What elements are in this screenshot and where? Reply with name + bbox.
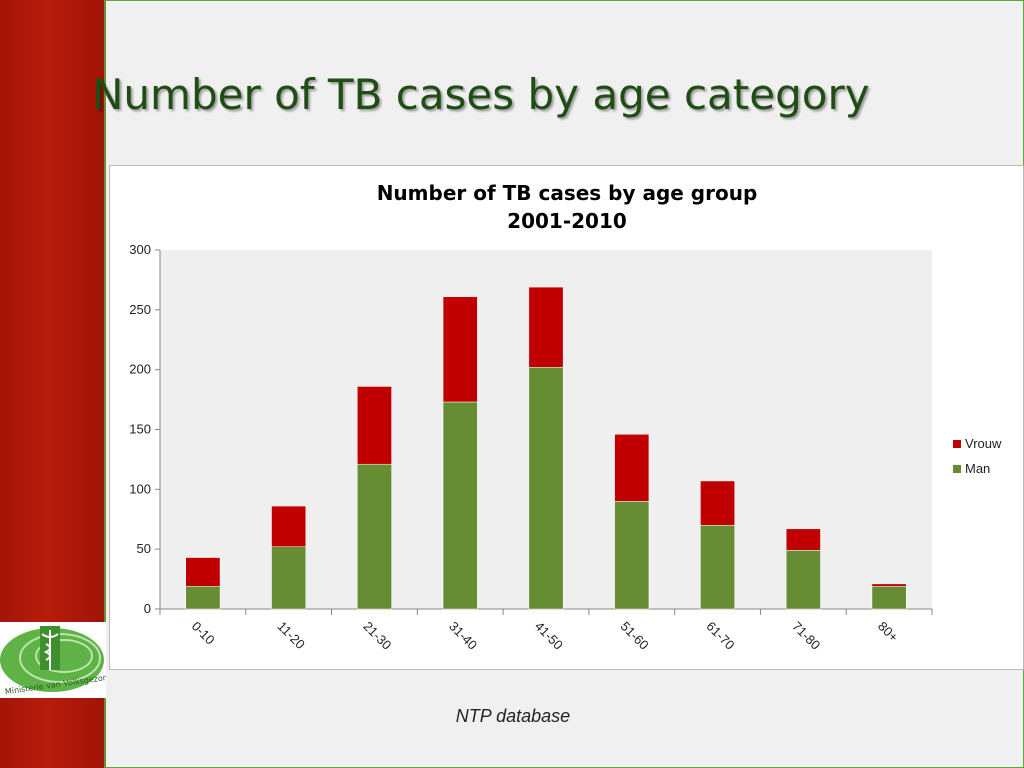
sidebar-edge	[104, 0, 106, 768]
bar-man	[871, 586, 907, 610]
legend-item-man: Man	[953, 456, 1001, 481]
bar-vrouw	[528, 286, 564, 368]
bar-vrouw	[357, 386, 392, 465]
x-tick-label: 51-60	[618, 619, 652, 653]
y-tick-label: 200	[129, 362, 151, 377]
legend-label: Man	[965, 461, 991, 476]
bar-man	[700, 524, 735, 610]
bar-man	[442, 401, 478, 610]
bar-man	[614, 501, 650, 610]
bar-man	[785, 550, 821, 610]
legend-label: Vrouw	[965, 436, 1002, 451]
chart-panel: Number of TB cases by age group 2001-201…	[109, 165, 1024, 670]
bar-man	[271, 546, 307, 610]
y-tick-label: 100	[129, 481, 151, 496]
bar-man	[357, 463, 392, 610]
legend-swatch	[953, 439, 961, 448]
y-tick-label: 300	[129, 242, 151, 257]
chart-title: Number of TB cases by age group	[377, 181, 758, 205]
x-tick-label: 41-50	[532, 619, 566, 653]
bar-vrouw	[700, 480, 735, 526]
x-tick-label: 80+	[875, 619, 901, 645]
x-tick-label: 11-20	[275, 619, 308, 652]
y-tick-label: 0	[144, 601, 151, 616]
chart-subtitle: 2001-2010	[507, 209, 627, 233]
x-tick-label: 0-10	[189, 619, 218, 648]
slide-title: Number of TB cases by age category	[92, 70, 870, 119]
x-tick-label: 31-40	[446, 619, 480, 653]
x-tick-label: 71-80	[789, 619, 823, 653]
bar-vrouw	[442, 296, 478, 403]
source-text: NTP database	[455, 706, 571, 726]
bar-vrouw	[185, 557, 221, 587]
bar-vrouw	[614, 434, 650, 502]
bar-vrouw	[871, 583, 907, 587]
legend-swatch	[953, 464, 961, 473]
y-tick-label: 250	[129, 302, 151, 317]
stacked-bar-chart: Number of TB cases by age group 2001-201…	[129, 181, 933, 653]
bar-man	[528, 367, 564, 610]
bar-man	[185, 586, 221, 610]
ministry-logo: Ministerie van Volksgezondheid	[0, 622, 131, 698]
x-tick-label: 21-30	[360, 619, 394, 653]
chart-legend: Vrouw Man	[953, 431, 1001, 481]
bar-vrouw	[271, 505, 307, 548]
source-note: NTP database	[0, 706, 1024, 727]
y-tick-label: 150	[129, 422, 151, 437]
y-tick-label: 50	[137, 541, 151, 556]
bar-vrouw	[785, 528, 821, 551]
x-tick-label: 61-70	[703, 619, 737, 653]
legend-item-vrouw: Vrouw	[953, 431, 1001, 456]
